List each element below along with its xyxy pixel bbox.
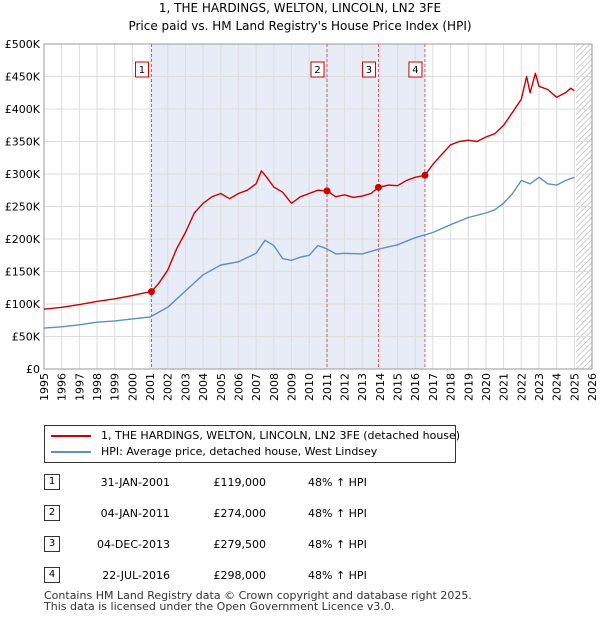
sale-number-badge: 1	[44, 474, 60, 490]
x-tick-label: 1995	[38, 373, 51, 401]
x-tick-label: 2016	[409, 373, 422, 401]
x-tick-label: 2006	[232, 373, 245, 401]
y-tick-label: £350K	[5, 136, 41, 149]
sale-row: 1 31-JAN-2001 £119,000 48% ↑ HPI	[40, 472, 460, 492]
sale-point	[421, 171, 429, 179]
footer-licence: This data is licensed under the Open Gov…	[44, 600, 395, 613]
sale-date: 22-JUL-2016	[102, 569, 170, 582]
property-price-line	[43, 72, 575, 310]
y-tick-label: £500K	[5, 38, 41, 51]
legend-swatch-hpi	[51, 451, 91, 453]
sale-number-badge: 3	[44, 536, 60, 552]
x-tick-label: 2026	[586, 373, 599, 401]
x-tick-label: 2022	[515, 373, 528, 401]
chart-title: 1, THE HARDINGS, WELTON, LINCOLN, LN2 3F…	[159, 1, 441, 15]
x-tick-label: 2015	[392, 373, 405, 401]
chart-subtitle: Price paid vs. HM Land Registry's House …	[128, 19, 471, 33]
price-chart: 1, THE HARDINGS, WELTON, LINCOLN, LN2 3F…	[5, 1, 599, 401]
sale-row: 2 04-JAN-2011 £274,000 48% ↑ HPI	[40, 503, 460, 523]
legend-swatch-property	[51, 435, 91, 437]
sale-hpi: 48% ↑ HPI	[308, 476, 367, 489]
y-tick-label: £400K	[5, 103, 41, 116]
sale-point	[374, 183, 382, 191]
x-tick-label: 2002	[162, 373, 175, 401]
x-tick-label: 1996	[56, 373, 69, 401]
y-tick-label: £0	[26, 363, 40, 376]
sale-marker-badge	[408, 61, 423, 78]
legend-item-hpi: HPI: Average price, detached house, West…	[51, 444, 377, 460]
sale-price: £279,500	[213, 538, 267, 551]
legend-label-hpi: HPI: Average price, detached house, West…	[101, 445, 378, 458]
plot-frame	[43, 43, 593, 370]
x-tick-label: 2017	[427, 373, 440, 401]
x-tick-label: 1997	[73, 373, 86, 401]
sale-marker-badge	[310, 61, 325, 78]
y-tick-label: £250K	[5, 201, 41, 214]
x-tick-label: 2011	[321, 373, 334, 401]
hpi-line	[43, 176, 575, 329]
sale-marker-label: 3	[366, 65, 372, 76]
x-tick-label: 2024	[551, 373, 564, 401]
y-tick-label: £150K	[5, 266, 41, 279]
x-tick-label: 1998	[91, 373, 104, 401]
y-tick-label: £200K	[5, 233, 41, 246]
sale-hpi: 48% ↑ HPI	[308, 569, 367, 582]
y-tick-label: £450K	[5, 71, 41, 84]
footer: Contains HM Land Registry data © Crown c…	[44, 590, 472, 612]
sale-date: 31-JAN-2001	[100, 476, 170, 489]
x-tick-label: 2021	[498, 373, 511, 401]
x-tick-label: 2020	[480, 373, 493, 401]
x-tick-label: 2012	[339, 373, 352, 401]
sale-marker-badge	[134, 61, 149, 78]
legend-label-property: 1, THE HARDINGS, WELTON, LINCOLN, LN2 3F…	[101, 429, 461, 442]
x-tick-label: 2018	[445, 373, 458, 401]
sale-marker-badge	[361, 61, 376, 78]
sale-price: £298,000	[213, 569, 267, 582]
sale-marker-label: 4	[412, 65, 418, 76]
y-tick-label: £100K	[5, 298, 41, 311]
x-tick-label: 2003	[179, 373, 192, 401]
sale-marker-label: 1	[139, 65, 145, 76]
y-tick-label: £50K	[12, 331, 41, 344]
x-tick-label: 2013	[356, 373, 369, 401]
x-tick-label: 2008	[268, 373, 281, 401]
x-tick-label: 2000	[126, 373, 139, 401]
sale-number-badge: 2	[44, 505, 60, 521]
sale-date: 04-JAN-2011	[100, 507, 170, 520]
sale-point	[147, 288, 155, 296]
footer-copyright: Contains HM Land Registry data © Crown c…	[44, 589, 472, 602]
legend-item-property: 1, THE HARDINGS, WELTON, LINCOLN, LN2 3F…	[51, 428, 460, 444]
x-tick-label: 2009	[285, 373, 298, 401]
x-tick-label: 2007	[250, 373, 263, 401]
x-tick-label: 2019	[462, 373, 475, 401]
sale-date: 04-DEC-2013	[96, 538, 170, 551]
x-tick-label: 2014	[374, 373, 387, 401]
sale-row: 3 04-DEC-2013 £279,500 48% ↑ HPI	[40, 534, 460, 554]
sale-point	[323, 187, 331, 195]
x-tick-label: 2025	[568, 373, 581, 401]
sale-row: 4 22-JUL-2016 £298,000 48% ↑ HPI	[40, 565, 460, 585]
x-tick-label: 2004	[197, 373, 210, 401]
x-tick-label: 1999	[109, 373, 122, 401]
sale-marker-label: 2	[314, 65, 320, 76]
legend: 1, THE HARDINGS, WELTON, LINCOLN, LN2 3F…	[44, 425, 460, 463]
sale-hpi: 48% ↑ HPI	[308, 538, 367, 551]
x-tick-label: 2010	[303, 373, 316, 401]
x-tick-label: 2005	[215, 373, 228, 401]
sale-hpi: 48% ↑ HPI	[308, 507, 367, 520]
sale-price: £119,000	[213, 476, 267, 489]
x-tick-label: 2023	[533, 373, 546, 401]
y-tick-label: £300K	[5, 168, 41, 181]
sale-price: £274,000	[213, 507, 267, 520]
sale-number-badge: 4	[44, 567, 60, 583]
x-tick-label: 2001	[144, 373, 157, 401]
